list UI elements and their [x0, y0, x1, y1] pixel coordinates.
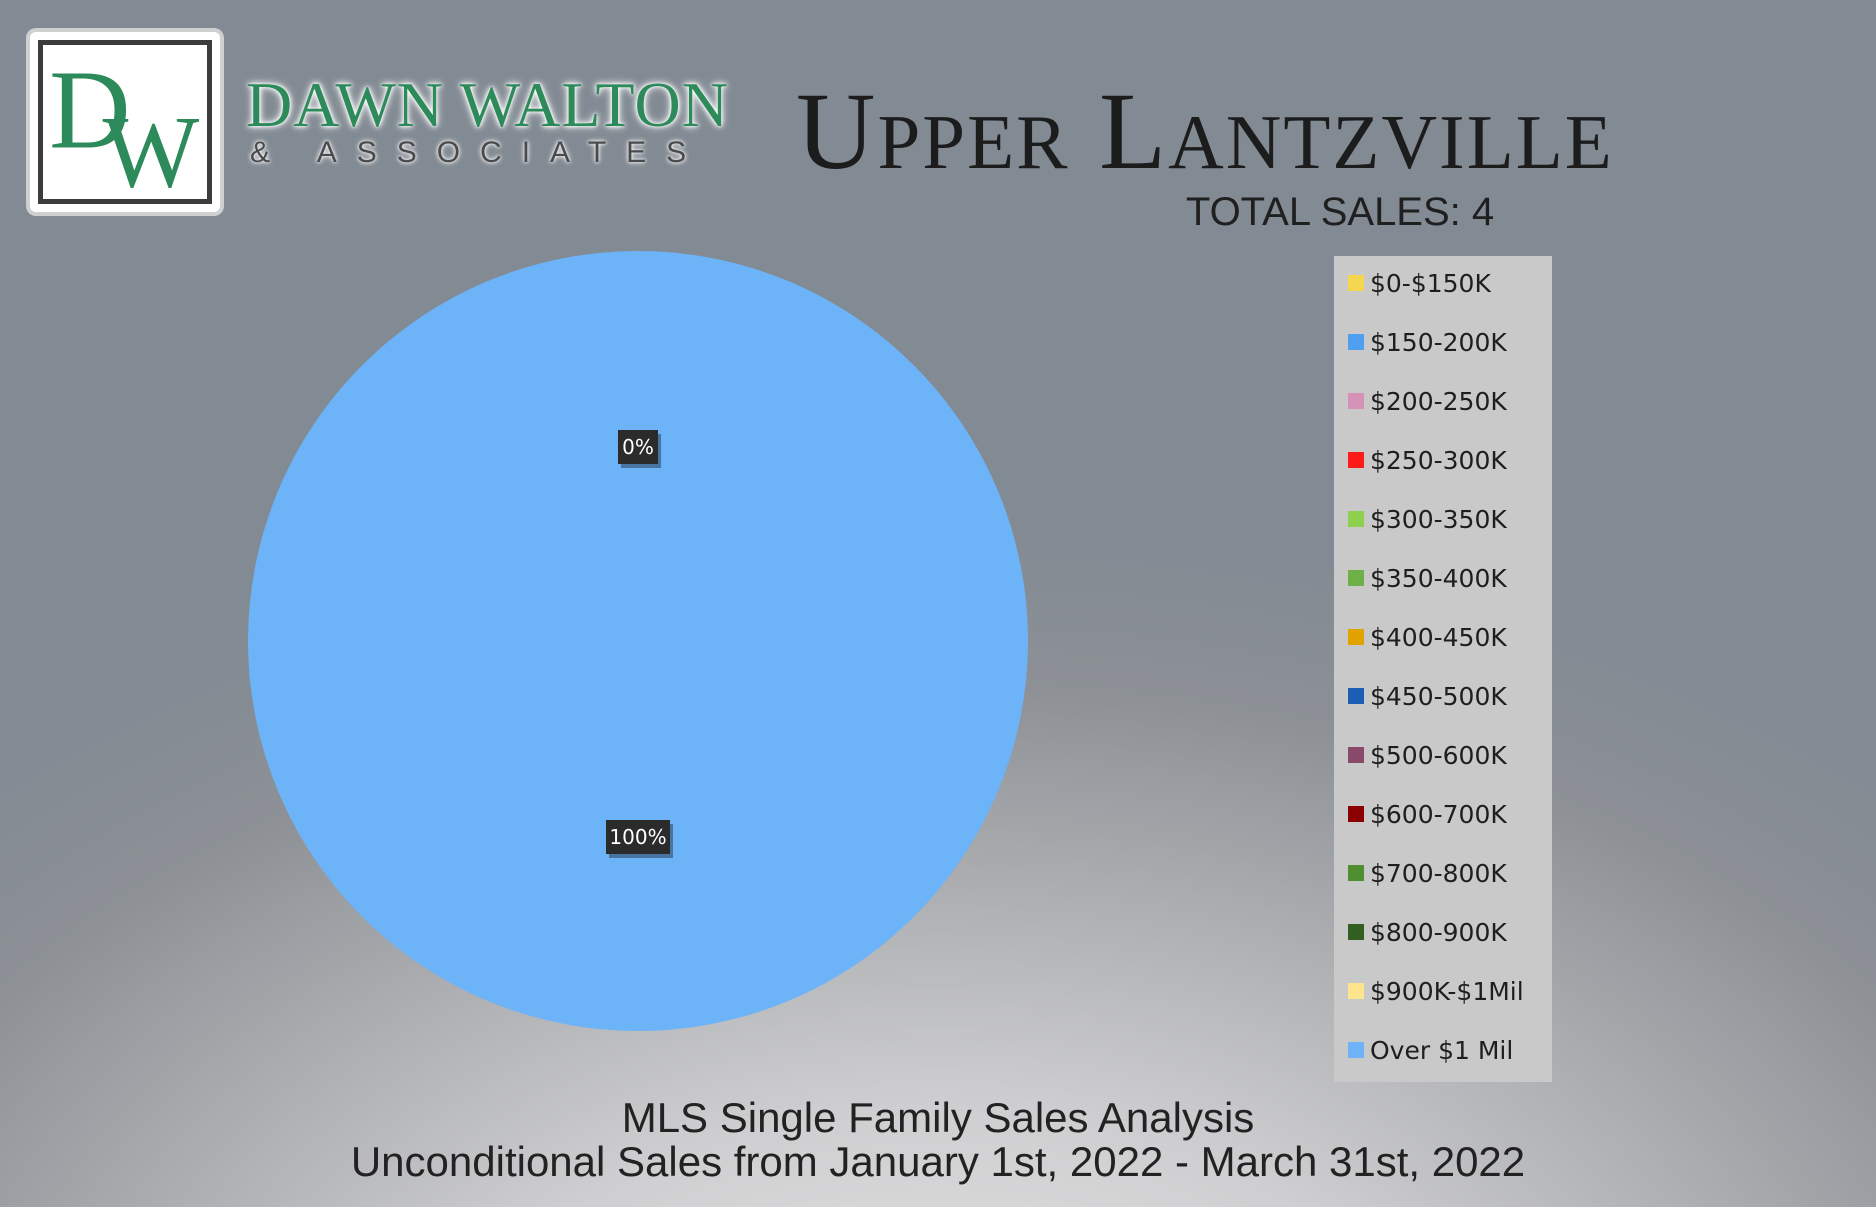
- brand-monogram: D W: [38, 40, 212, 204]
- legend-item: $250-300K: [1348, 445, 1507, 475]
- legend-label: $250-300K: [1370, 445, 1507, 475]
- legend-item: $200-250K: [1348, 386, 1507, 416]
- legend-swatch: [1348, 983, 1364, 999]
- legend-swatch: [1348, 629, 1364, 645]
- legend-swatch: [1348, 275, 1364, 291]
- legend-label: $400-450K: [1370, 622, 1507, 652]
- legend-swatch: [1348, 511, 1364, 527]
- legend-swatch: [1348, 688, 1364, 704]
- pie-slice-14: [248, 251, 1028, 1031]
- data-label: 100%: [606, 820, 673, 858]
- pie-data-labels: 0% 100%: [606, 430, 673, 858]
- data-label-text: 0%: [622, 435, 654, 459]
- legend-label: $900K-$1Mil: [1370, 976, 1524, 1006]
- legend-label: $350-400K: [1370, 563, 1507, 593]
- legend-label: $0-$150K: [1370, 268, 1491, 298]
- legend-label: $700-800K: [1370, 858, 1507, 888]
- legend-swatch: [1348, 1042, 1364, 1058]
- legend-swatch: [1348, 865, 1364, 881]
- legend-item: $700-800K: [1348, 858, 1507, 888]
- legend-label: $600-700K: [1370, 799, 1507, 829]
- legend-swatch: [1348, 806, 1364, 822]
- legend-label: Over $1 Mil: [1370, 1035, 1514, 1065]
- pie-slices: [248, 251, 1028, 1031]
- legend-label: $200-250K: [1370, 386, 1507, 416]
- legend-item: $400-450K: [1348, 622, 1507, 652]
- legend-swatch: [1348, 452, 1364, 468]
- data-label: 0%: [618, 430, 661, 468]
- legend-item: $500-600K: [1348, 740, 1507, 770]
- legend-item: Over $1 Mil: [1348, 1035, 1513, 1065]
- chart-title: Upper Lantzville: [796, 70, 1614, 192]
- legend-swatch: [1348, 570, 1364, 586]
- legend-item: $150-200K: [1348, 327, 1507, 357]
- legend-label: $800-900K: [1370, 917, 1507, 947]
- brand-subtitle: & ASSOCIATES: [250, 136, 707, 169]
- legend-item: $300-350K: [1348, 504, 1507, 534]
- legend-item: $0-$150K: [1348, 268, 1491, 298]
- total-sales: TOTAL SALES: 4: [1185, 190, 1495, 234]
- legend-swatch: [1348, 747, 1364, 763]
- legend-label: $300-350K: [1370, 504, 1507, 534]
- brand-logo: D W: [30, 32, 220, 212]
- legend-item: $450-500K: [1348, 681, 1507, 711]
- legend-swatch: [1348, 393, 1364, 409]
- legend-swatch: [1348, 924, 1364, 940]
- footer-line-1: MLS Single Family Sales Analysis: [621, 1094, 1255, 1141]
- legend-label: $150-200K: [1370, 327, 1507, 357]
- legend-swatch: [1348, 334, 1364, 350]
- legend: $0-$150K $150-200K $200-250K $250-300K $300-…: [1334, 256, 1552, 1082]
- legend-item: $900K-$1Mil: [1348, 976, 1524, 1006]
- footer-line-2: Unconditional Sales from January 1st, 20…: [350, 1138, 1526, 1185]
- svg-text:W: W: [102, 97, 199, 199]
- svg-text:D: D: [49, 49, 130, 173]
- legend-label: $450-500K: [1370, 681, 1507, 711]
- data-label-text: 100%: [609, 825, 666, 849]
- legend-item: $800-900K: [1348, 917, 1507, 947]
- legend-label: $500-600K: [1370, 740, 1507, 770]
- brand-name: DAWN WALTON: [246, 69, 729, 140]
- legend-item: $600-700K: [1348, 799, 1507, 829]
- legend-item: $350-400K: [1348, 563, 1507, 593]
